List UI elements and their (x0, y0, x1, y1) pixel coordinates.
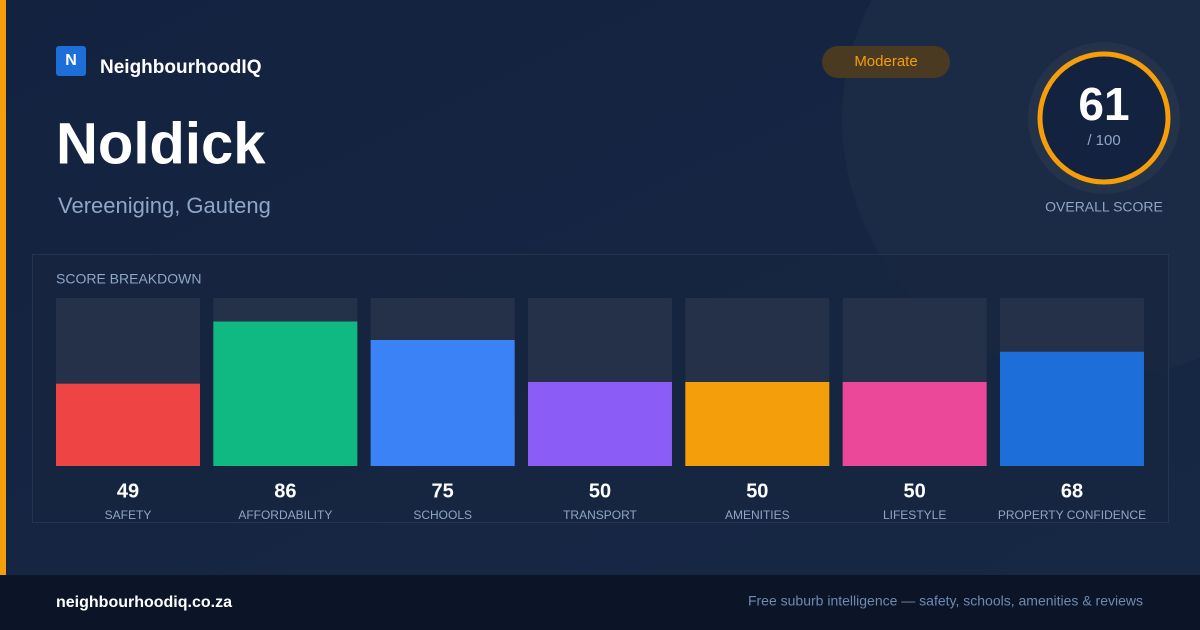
bar-group: 49 SAFETY 86 AFFORDABILITY 75 SCHOOLS 50 TRANSP… (56, 298, 1146, 522)
brand-name: NeighbourhoodIQ (100, 57, 261, 78)
value-label: 49 (117, 480, 139, 502)
bar (370, 340, 515, 466)
category-label: TRANSPORT (563, 508, 637, 522)
category-label: SAFETY (105, 508, 152, 522)
breakdown-title: SCORE BREAKDOWN (56, 271, 201, 287)
footer-tagline: Free suburb intelligence — safety, schoo… (748, 593, 1143, 609)
value-label: 68 (1061, 480, 1083, 502)
category-label: SCHOOLS (413, 508, 472, 522)
bar (999, 351, 1144, 466)
suburb-location: Vereeniging, Gauteng (58, 193, 271, 218)
category-label: LIFESTYLE (883, 508, 946, 522)
bar (842, 382, 987, 466)
footer-site: neighbourhoodiq.co.za (56, 594, 232, 611)
category-label: AFFORDABILITY (238, 508, 332, 522)
value-label: 50 (589, 480, 611, 502)
rating-badge (822, 46, 950, 78)
logo-letter: N (65, 52, 77, 69)
value-label: 50 (904, 480, 926, 502)
rating-badge-text: Moderate (854, 53, 917, 70)
bar (213, 321, 358, 466)
suburb-name: Noldick (56, 111, 266, 176)
category-label: AMENITIES (725, 508, 790, 522)
value-label: 75 (432, 480, 454, 502)
bar (527, 382, 672, 466)
score-max: / 100 (1087, 132, 1120, 149)
value-label: 86 (274, 480, 296, 502)
overall-score: 61 (1078, 78, 1129, 130)
logo (56, 46, 86, 76)
bar (56, 383, 200, 466)
footer-bar (0, 575, 1200, 630)
accent-stripe (0, 0, 6, 575)
score-ring (1037, 51, 1171, 185)
score-caption: OVERALL SCORE (1045, 199, 1163, 215)
value-label: 50 (746, 480, 768, 502)
bar (685, 382, 830, 466)
category-label: PROPERTY CONFIDENCE (998, 508, 1146, 522)
